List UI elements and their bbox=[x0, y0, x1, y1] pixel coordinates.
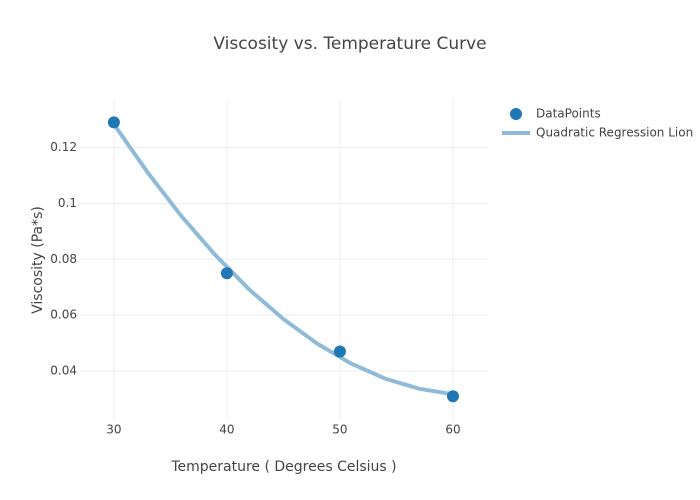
x-tick-label: 60 bbox=[445, 423, 460, 437]
x-axis-title: Temperature ( Degrees Celsius ) bbox=[170, 459, 396, 475]
regression-line bbox=[112, 123, 454, 397]
chart-title: Viscosity vs. Temperature Curve bbox=[213, 34, 486, 54]
data-point bbox=[446, 390, 459, 403]
x-tick-label: 50 bbox=[332, 423, 347, 437]
legend-swatch bbox=[510, 108, 522, 120]
y-tick-label: 0.08 bbox=[50, 252, 77, 266]
y-tick-label: 0.04 bbox=[50, 364, 77, 378]
data-point bbox=[107, 116, 120, 129]
y-axis-title: Viscosity (Pa*s) bbox=[30, 206, 46, 314]
data-point bbox=[333, 345, 346, 358]
legend-label: DataPoints bbox=[536, 107, 601, 121]
y-tick-label: 0.06 bbox=[50, 308, 77, 322]
x-tick-label: 30 bbox=[106, 423, 121, 437]
legend-label: Quadratic Regression Lion bbox=[536, 126, 693, 140]
y-tick-label: 0.1 bbox=[58, 196, 77, 210]
y-tick-label: 0.12 bbox=[50, 140, 77, 154]
data-point bbox=[220, 267, 233, 280]
x-tick-label: 40 bbox=[219, 423, 234, 437]
